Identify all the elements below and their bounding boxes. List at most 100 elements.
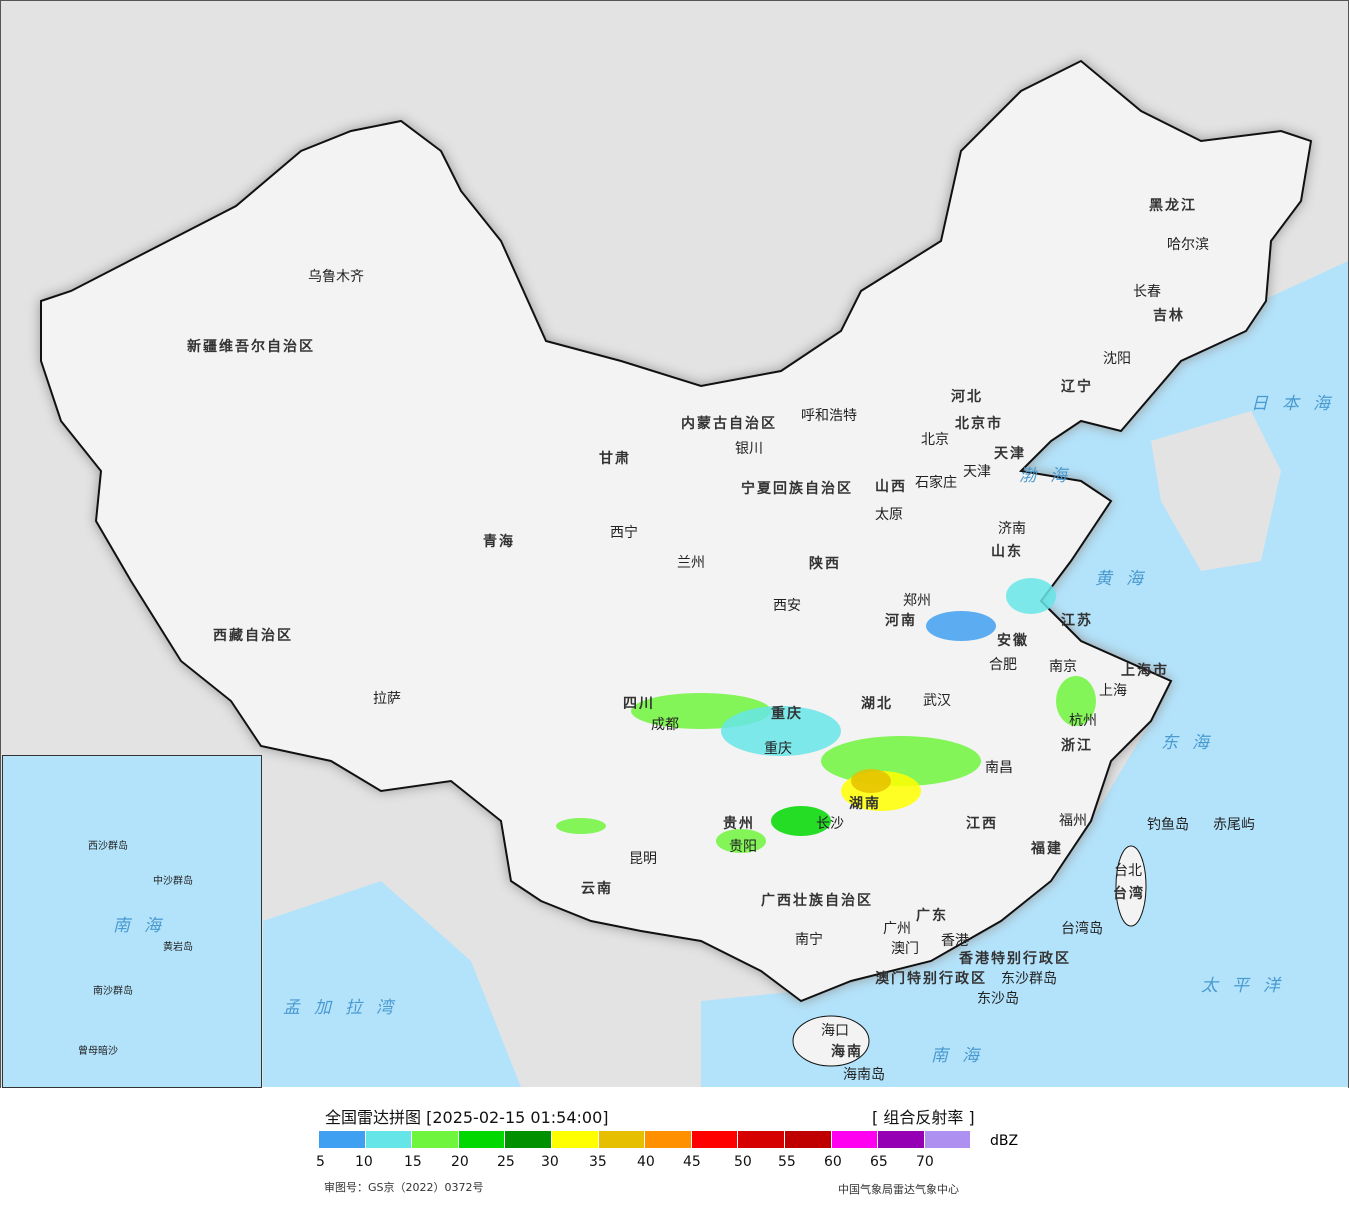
sea-label: 孟加拉湾 [283,998,407,1018]
city-label: 台北 [1114,863,1142,879]
province-label: 重庆 [771,706,803,722]
hainan-island [792,1015,870,1067]
radar-echo [1056,676,1096,726]
province-label: 湖南 [849,796,881,812]
city-label: 香港 [941,933,969,949]
tick-label: 35 [589,1154,607,1170]
tick-label: 30 [541,1154,559,1170]
legend-title: 全国雷达拼图 [2025-02-15 01:54:00] [325,1108,609,1127]
radar-echo [926,611,996,641]
province-label: 吉林 [1153,308,1185,324]
province-label: 山西 [875,479,907,495]
sea-label: 渤海 [1019,466,1081,486]
province-label: 天津 [994,446,1026,462]
city-label: 太原 [875,507,903,523]
radar-echo [556,818,606,834]
tick-label: 45 [683,1154,701,1170]
province-label: 广西壮族自治区 [761,893,873,909]
south-china-sea-inset[interactable]: 南海 南沙群岛 中沙群岛 西沙群岛 黄岩岛 曾母暗沙 [2,755,262,1088]
province-label: 上海市 [1121,663,1169,679]
province-label: 甘肃 [599,451,631,467]
province-label: 澳门特别行政区 [875,971,987,987]
color-scale-bar [319,1131,972,1148]
radar-echo [1006,578,1056,614]
radar-map[interactable]: 新疆维吾尔自治区 西藏自治区 青海 甘肃 内蒙古自治区 黑龙江 吉林 辽宁 河北 山西 陕西 河南 山东… [1,1,1348,1088]
city-label: 乌鲁木齐 [308,269,364,285]
japan-korea-land [1151,411,1281,571]
city-label: 西宁 [610,525,638,541]
province-label: 台湾 [1113,886,1145,902]
city-label: 海南岛 [843,1067,885,1083]
sea-label: 东海 [1161,733,1223,753]
city-label: 福州 [1059,813,1087,829]
city-label: 沈阳 [1103,351,1131,367]
tick-label: 40 [637,1154,655,1170]
province-label: 山东 [991,544,1023,560]
province-label: 青海 [483,534,515,550]
color-swatch [319,1131,366,1148]
city-label: 贵阳 [729,839,757,855]
city-label: 上海 [1099,683,1127,699]
province-label: 河北 [951,389,983,405]
city-label: 台湾岛 [1061,921,1103,937]
color-swatch [365,1131,413,1148]
map-approval-number: 审图号：GS京（2022）0372号 [324,1181,484,1194]
city-label: 武汉 [923,693,951,709]
city-label: 南宁 [795,932,823,948]
city-label: 济南 [998,521,1026,537]
tick-label: 25 [497,1154,515,1170]
city-label: 南京 [1049,659,1077,675]
city-label: 西安 [773,598,801,614]
radar-echo [716,829,766,853]
tick-label: 55 [778,1154,796,1170]
tick-label: 60 [824,1154,842,1170]
city-label: 南昌 [985,760,1013,776]
province-label: 湖北 [861,696,893,712]
tick-label: 15 [404,1154,422,1170]
province-label: 贵州 [723,816,755,832]
city-label: 拉萨 [373,691,401,707]
city-label: 呼和浩特 [801,408,857,424]
province-label: 辽宁 [1061,379,1093,395]
city-label: 杭州 [1069,713,1097,729]
china-outline [40,59,1313,1003]
province-label: 福建 [1031,841,1063,857]
city-label: 北京 [921,432,949,448]
city-label: 东沙群岛 [1001,971,1057,987]
city-label: 海口 [821,1023,849,1039]
city-label: 昆明 [629,851,657,867]
province-label: 宁夏回族自治区 [741,481,853,497]
province-label: 西藏自治区 [213,628,293,644]
tick-label: 50 [734,1154,752,1170]
color-swatch [691,1131,739,1148]
radar-echo [851,769,891,793]
color-swatch [598,1131,646,1148]
color-swatch [878,1131,925,1148]
city-label: 石家庄 [915,475,957,491]
city-label: 广州 [883,921,911,937]
product-name: [ 组合反射率 ] [872,1108,975,1127]
province-label: 海南 [831,1044,863,1060]
tick-label: 65 [870,1154,888,1170]
city-label: 兰州 [677,555,705,571]
city-label: 合肥 [989,657,1017,673]
city-label: 东沙岛 [977,991,1019,1007]
color-swatch [738,1131,785,1148]
color-swatch [924,1131,972,1148]
city-label: 重庆 [764,741,792,757]
sea-label: 太平洋 [1201,976,1294,996]
ocean-bay-of-bengal [263,881,521,1087]
province-label: 内蒙古自治区 [681,416,777,432]
color-swatch [412,1131,459,1148]
city-label: 钓鱼岛 [1147,817,1189,833]
city-label: 银川 [735,441,763,457]
color-swatch [831,1131,879,1148]
color-swatch [505,1131,552,1148]
province-label: 广东 [916,908,948,924]
sea-label: 日本海 [1251,394,1344,414]
map-canvas [40,59,1348,1087]
province-label: 黑龙江 [1149,198,1197,214]
radar-echoes [556,578,1096,853]
radar-echo [721,706,841,756]
taiwan-island [1115,845,1147,927]
